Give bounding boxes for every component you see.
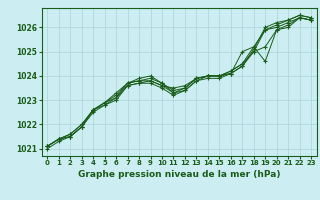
X-axis label: Graphe pression niveau de la mer (hPa): Graphe pression niveau de la mer (hPa) <box>78 170 280 179</box>
